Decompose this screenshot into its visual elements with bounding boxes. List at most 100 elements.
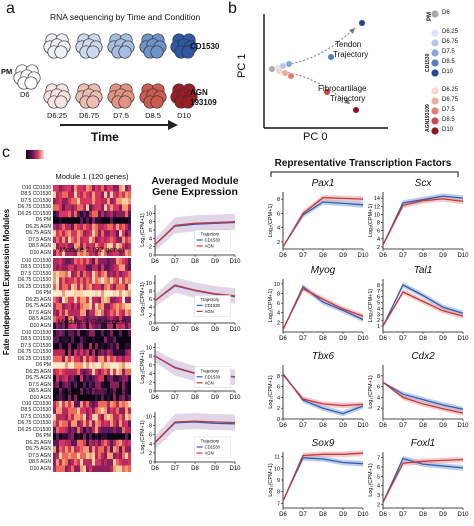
heatmap-row-label: D6.25 CD1530 [17, 426, 51, 433]
x-tick-label: D7 [299, 423, 307, 429]
legend-label: D7.5 [442, 107, 455, 113]
heatmap-row-label: D7.5 AGN [28, 236, 51, 243]
x-tick-label: D8 [191, 327, 199, 333]
heatmap-row-label: D7.5 CD1530 [20, 342, 51, 349]
y-tick-label: 2 [377, 406, 380, 412]
heatmap-row-label: D8.5 CD1530 [20, 407, 51, 414]
heatmap-row-label: D8.5 CD1530 [20, 336, 51, 343]
gene-title: Scx [414, 178, 432, 189]
pca-point [281, 69, 289, 77]
top-condition-label: CD1530 [190, 42, 220, 51]
panel-a-letter: a [6, 0, 15, 17]
heatmap-row-label: D7.5 CD1530 [20, 413, 51, 420]
heatmap-row-label: D6 PM [35, 433, 51, 440]
y-tick-label: 8 [149, 354, 152, 360]
gene-title: Pax1 [311, 178, 335, 189]
y-tick-label: 4 [277, 311, 280, 317]
pca-point [352, 106, 360, 114]
heatmap-row-label: D6.25 CD1530 [17, 355, 51, 362]
x-tick-label: D8 [191, 259, 199, 265]
heatmap-row-label: D8.5 AGN [28, 316, 51, 323]
heatmap-row-label: D6.25 AGN [25, 368, 51, 375]
y-tick-label: 4 [277, 395, 280, 401]
y-tick-label: 4 [277, 226, 280, 232]
line-chart: 2 4 6 8 10 D6 D7 D8 D9 D10 Log₂(CPM+1) [268, 279, 369, 342]
legend-dot [431, 87, 439, 95]
gene-title: Myog [310, 265, 336, 276]
heatmap-row-label: D10 AGN [29, 465, 51, 472]
agn-series-line [282, 374, 364, 407]
legend-pm-dot [431, 10, 439, 18]
pca-point [358, 19, 366, 27]
x-tick-label: D9 [339, 336, 347, 342]
legend-label: D10 [442, 69, 454, 75]
x-tick-label: D8 [419, 336, 427, 342]
agn-series-line [382, 458, 464, 503]
cd1530-series-line [382, 284, 464, 327]
legend-title: Trajectory [201, 297, 220, 302]
line-chart: 0 2 4 6 8 10 D6 D7 D8 D9 D10 Log₂(CPM+1) TrajectoryC… [140, 205, 241, 265]
y-axis-label: Log₂(CPM+1) [140, 213, 146, 247]
x-tick-label: D7 [299, 336, 307, 342]
legend-dot [431, 59, 439, 67]
x-tick-label: D6 [379, 336, 387, 342]
x-tick-label: D6 [151, 327, 159, 333]
x-tick-label: D8 [419, 512, 427, 518]
bottom-condition-label-2: 193109 [190, 98, 217, 107]
legend-cd1530: CD1530 [205, 238, 221, 243]
heatmap-row-label: D8.5 CD1530 [20, 191, 51, 198]
module-heatmap [53, 258, 131, 329]
heatmap-row-label: D7.5 CD1530 [20, 270, 51, 277]
line-chart: 0 2 4 6 8 10 D6 D7 D8 D9 D10 Log₂(CPM+1) TrajectoryC… [140, 275, 241, 333]
heatmap-row-label: D6.75 CD1530 [17, 349, 51, 356]
y-tick-label: 10 [146, 281, 152, 287]
pm-cell-cluster [13, 64, 41, 90]
y-tick-label: 0 [149, 460, 152, 466]
x-tick-label: D6 [151, 259, 159, 265]
y-axis-label: Log₂(CPM+1) [368, 463, 374, 497]
y-tick-label: 6 [377, 385, 380, 391]
x-tick-label: D7 [171, 259, 179, 265]
y-tick-label: 2 [377, 245, 380, 251]
cd-cell-cluster [170, 33, 198, 59]
cd1530-series-line [382, 457, 464, 503]
y-axis-label: Log₂(CPM+1) [140, 350, 146, 384]
y-tick-label: 2 [277, 320, 280, 326]
y-tick-label: 10 [374, 212, 380, 218]
x-tick-label: D6 [151, 466, 159, 472]
y-tick-label: 4 [377, 395, 380, 401]
heatmap-row-label: D8.5 AGN [28, 243, 51, 250]
heatmap-row-label: D6 PM [35, 362, 51, 369]
y-tick-label: 4 [377, 237, 380, 243]
y-tick-label: 4 [149, 236, 152, 242]
agn-cell-cluster [170, 83, 198, 109]
agn-series-line [154, 420, 236, 443]
x-tick-label: D8 [319, 253, 327, 259]
heatmap-row-label: D6.25 CD1530 [17, 210, 51, 217]
y-tick-label: 0 [149, 253, 152, 259]
legend-label: D8.5 [442, 117, 455, 123]
heatmap-row-label: D6.25 AGN [25, 439, 51, 446]
legend-box [194, 436, 231, 459]
module-heatmap [53, 401, 131, 472]
x-tick-label: D7 [299, 512, 307, 518]
y-tick-label: 6 [149, 433, 152, 439]
line-chart: 2 3 4 5 6 7 D6 D7 D8 D9 D10 Log₂(CPM+1) [368, 452, 469, 518]
agn-cell-cluster [139, 83, 167, 109]
x-tick-label: D10 [229, 259, 241, 265]
y-tick-label: 0 [149, 321, 152, 327]
y-axis-label: Log₂(CPM+1) [268, 289, 274, 323]
x-tick-label: D9 [211, 259, 219, 265]
line-chart: 2 4 6 8 D6 D7 D8 D9 D10 Log₂(CPM+1) [268, 192, 369, 259]
x-tick-label: D10 [229, 327, 241, 333]
x-tick-label: D8 [419, 423, 427, 429]
y-tick-label: 0 [149, 389, 152, 395]
x-tick-label: D10 [457, 423, 469, 429]
module-title: Module 4 (76 genes) [57, 388, 127, 397]
pca-y-axis-label: PC 1 [236, 53, 248, 78]
x-tick-label: D8 [191, 466, 199, 472]
y-tick-label: 8 [377, 221, 380, 227]
legend-title: Trajectory [201, 439, 220, 444]
y-tick-label: 9 [277, 478, 280, 484]
heatmap-row-label: D6.75 CD1530 [17, 204, 51, 211]
